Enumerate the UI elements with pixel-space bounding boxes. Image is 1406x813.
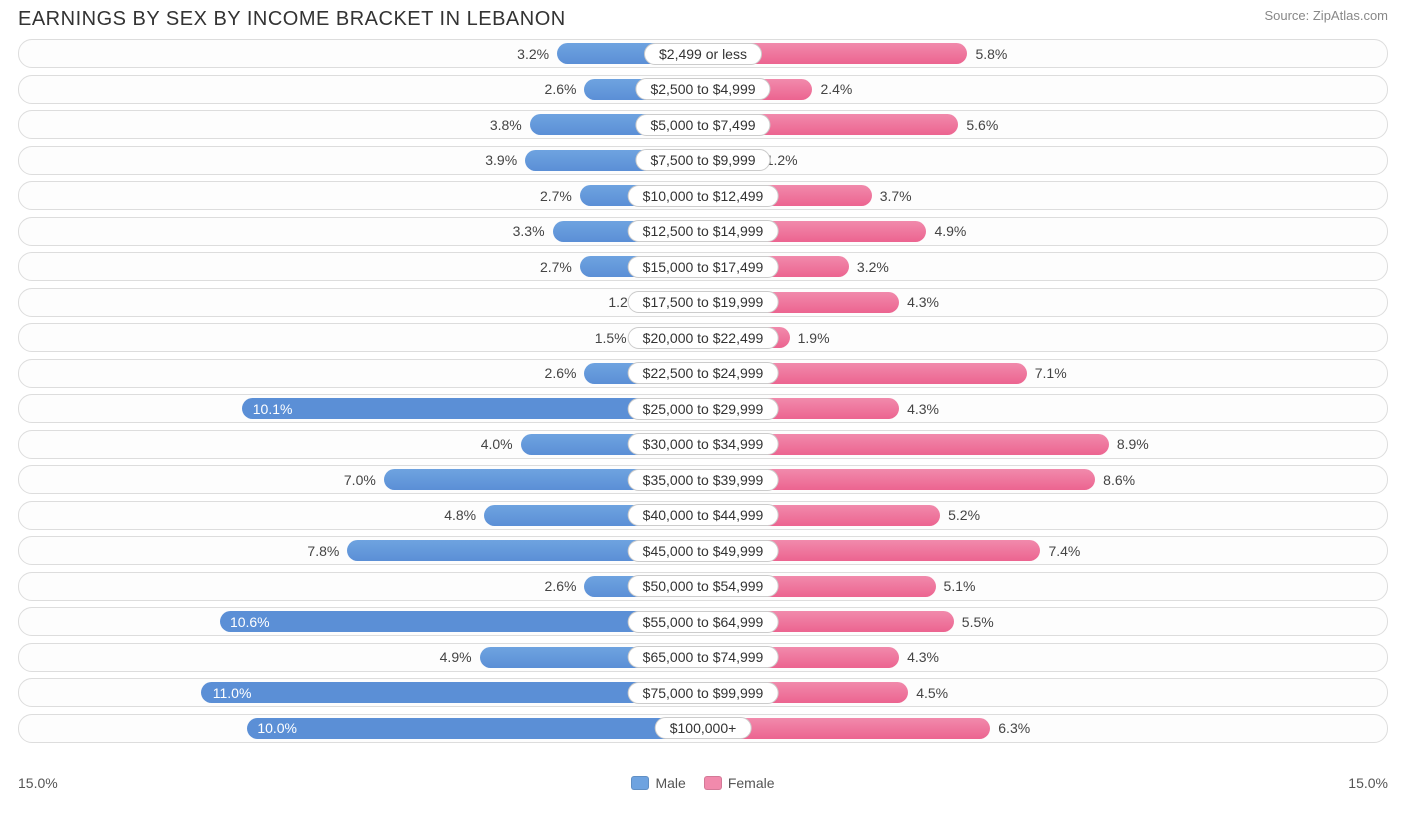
female-value-label: 5.2% <box>948 507 980 523</box>
male-value-label: 3.9% <box>485 152 517 168</box>
male-value-label: 7.0% <box>344 472 376 488</box>
female-value-label: 3.2% <box>857 259 889 275</box>
chart-header: EARNINGS BY SEX BY INCOME BRACKET IN LEB… <box>0 0 1406 35</box>
table-row: 10.0% 6.3% $100,000+ <box>18 714 1388 743</box>
female-swatch-icon <box>704 776 722 790</box>
axis-right-max: 15.0% <box>1348 775 1388 791</box>
axis-left-max: 15.0% <box>18 775 58 791</box>
table-row: 2.7% 3.2% $15,000 to $17,499 <box>18 252 1388 281</box>
legend-female-label: Female <box>728 775 775 791</box>
male-value-label: 1.5% <box>595 330 627 346</box>
male-value-label: 7.8% <box>307 543 339 559</box>
female-value-label: 8.9% <box>1117 436 1149 452</box>
female-value-label: 3.7% <box>880 188 912 204</box>
table-row: 2.6% 5.1% $50,000 to $54,999 <box>18 572 1388 601</box>
table-row: 2.6% 2.4% $2,500 to $4,999 <box>18 75 1388 104</box>
category-label: $17,500 to $19,999 <box>628 291 779 313</box>
category-label: $30,000 to $34,999 <box>628 433 779 455</box>
female-value-label: 4.3% <box>907 649 939 665</box>
table-row: 4.0% 8.9% $30,000 to $34,999 <box>18 430 1388 459</box>
category-label: $2,500 to $4,999 <box>635 78 770 100</box>
category-label: $65,000 to $74,999 <box>628 646 779 668</box>
category-label: $35,000 to $39,999 <box>628 469 779 491</box>
table-row: 1.2%4.3%$17,500 to $19,999 <box>18 288 1388 317</box>
female-value-label: 1.9% <box>798 330 830 346</box>
chart-title: EARNINGS BY SEX BY INCOME BRACKET IN LEB… <box>18 8 566 31</box>
male-value-label: 10.1% <box>253 401 293 417</box>
table-row: 3.2% 5.8% $2,499 or less <box>18 39 1388 68</box>
male-value-label: 11.0% <box>213 685 252 701</box>
category-label: $40,000 to $44,999 <box>628 504 779 526</box>
male-value-label: 2.6% <box>545 81 577 97</box>
male-bar <box>247 718 703 739</box>
table-row: 2.7% 3.7% $10,000 to $12,499 <box>18 181 1388 210</box>
category-label: $25,000 to $29,999 <box>628 398 779 420</box>
category-label: $22,500 to $24,999 <box>628 362 779 384</box>
table-row: 3.3% 4.9% $12,500 to $14,999 <box>18 217 1388 246</box>
category-label: $100,000+ <box>655 717 752 739</box>
male-value-label: 4.0% <box>481 436 513 452</box>
male-value-label: 2.7% <box>540 259 572 275</box>
male-value-label: 4.9% <box>440 649 472 665</box>
male-value-label: 10.6% <box>230 614 270 630</box>
male-value-label: 3.8% <box>490 117 522 133</box>
female-value-label: 1.2% <box>766 152 798 168</box>
category-label: $2,499 or less <box>644 43 762 65</box>
category-label: $5,000 to $7,499 <box>635 114 770 136</box>
male-value-label: 2.6% <box>545 578 577 594</box>
chart-source: Source: ZipAtlas.com <box>1264 8 1388 23</box>
female-value-label: 8.6% <box>1103 472 1135 488</box>
female-value-label: 5.6% <box>966 117 998 133</box>
female-value-label: 5.5% <box>962 614 994 630</box>
female-value-label: 5.8% <box>975 46 1007 62</box>
male-value-label: 2.7% <box>540 188 572 204</box>
table-row: 10.1% 4.3% $25,000 to $29,999 <box>18 394 1388 423</box>
table-row: 11.0% 4.5% $75,000 to $99,999 <box>18 678 1388 707</box>
legend: Male Female <box>631 775 774 791</box>
category-label: $12,500 to $14,999 <box>628 220 779 242</box>
male-value-label: 2.6% <box>545 365 577 381</box>
category-label: $15,000 to $17,499 <box>628 256 779 278</box>
table-row: 10.6% 5.5% $55,000 to $64,999 <box>18 607 1388 636</box>
male-swatch-icon <box>631 776 649 790</box>
table-row: 2.6% 7.1% $22,500 to $24,999 <box>18 359 1388 388</box>
category-label: $55,000 to $64,999 <box>628 611 779 633</box>
female-value-label: 4.3% <box>907 294 939 310</box>
male-value-label: 3.3% <box>513 223 545 239</box>
female-value-label: 6.3% <box>998 720 1030 736</box>
female-value-label: 2.4% <box>820 81 852 97</box>
table-row: 3.8% 5.6% $5,000 to $7,499 <box>18 110 1388 139</box>
male-value-label: 3.2% <box>517 46 549 62</box>
category-label: $50,000 to $54,999 <box>628 575 779 597</box>
male-value-label: 10.0% <box>257 720 297 736</box>
female-value-label: 7.1% <box>1035 365 1067 381</box>
female-value-label: 4.3% <box>907 401 939 417</box>
chart-area: 3.2% 5.8% $2,499 or less 2.6% 2.4% $2,500 to … <box>0 35 1406 743</box>
category-label: $7,500 to $9,999 <box>635 149 770 171</box>
table-row: 4.9% 4.3% $65,000 to $74,999 <box>18 643 1388 672</box>
female-value-label: 5.1% <box>944 578 976 594</box>
category-label: $10,000 to $12,499 <box>628 185 779 207</box>
table-row: 7.8% 7.4% $45,000 to $49,999 <box>18 536 1388 565</box>
table-row: 4.8% 5.2% $40,000 to $44,999 <box>18 501 1388 530</box>
male-value-label: 4.8% <box>444 507 476 523</box>
table-row: 3.9% 1.2%$7,500 to $9,999 <box>18 146 1388 175</box>
female-value-label: 4.5% <box>916 685 948 701</box>
legend-male-label: Male <box>655 775 685 791</box>
category-label: $45,000 to $49,999 <box>628 540 779 562</box>
table-row: 7.0% 8.6% $35,000 to $39,999 <box>18 465 1388 494</box>
table-row: 1.5% 1.9% $20,000 to $22,499 <box>18 323 1388 352</box>
female-value-label: 4.9% <box>934 223 966 239</box>
chart-footer: 15.0% Male Female 15.0% <box>18 775 1388 791</box>
legend-item-male: Male <box>631 775 685 791</box>
category-label: $20,000 to $22,499 <box>628 327 779 349</box>
female-value-label: 7.4% <box>1048 543 1080 559</box>
category-label: $75,000 to $99,999 <box>628 682 779 704</box>
legend-item-female: Female <box>704 775 775 791</box>
